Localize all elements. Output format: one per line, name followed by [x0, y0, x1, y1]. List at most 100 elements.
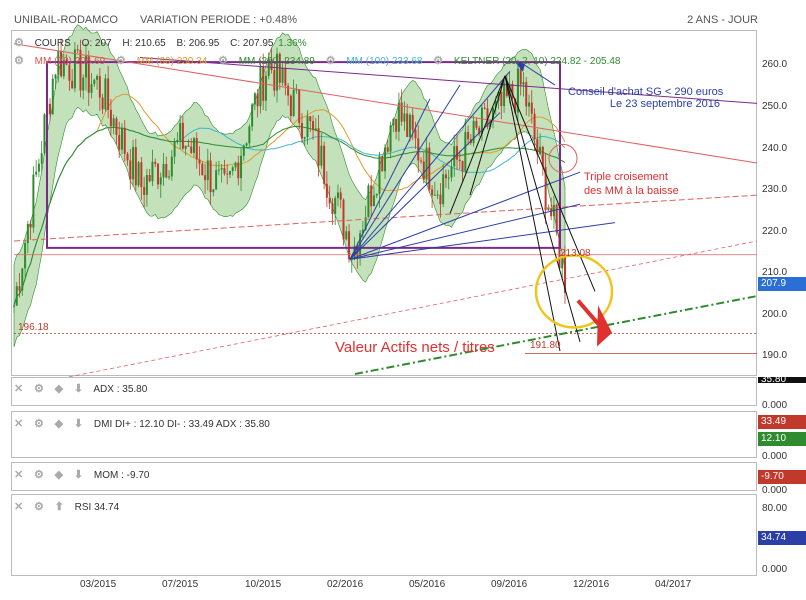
gear-icon[interactable]: ⚙	[325, 55, 336, 67]
dmi-label: DMI DI+ : 12.10 DI- : 33.49 ADX : 35.80	[93, 419, 270, 430]
y-tick: 210.0	[762, 267, 788, 278]
candle-body	[259, 65, 262, 107]
candle-body	[550, 208, 553, 217]
close-icon[interactable]: ✕	[14, 383, 24, 395]
candle-body	[555, 204, 558, 233]
symbol-title: UNIBAIL-RODAMCO	[14, 14, 118, 26]
up-arrow-icon[interactable]: ⬆	[54, 501, 64, 513]
candle-body	[530, 102, 533, 114]
candle-body	[240, 155, 243, 179]
candle-body	[514, 98, 517, 113]
candle-body	[93, 79, 96, 85]
diamond-icon[interactable]: ◆	[54, 418, 64, 430]
dmi-legend: ✕ ⚙ ◆ ⬇ DMI DI+ : 12.10 DI- : 33.49 ADX …	[14, 417, 278, 430]
candle-body	[450, 166, 453, 178]
candle-body	[223, 168, 226, 174]
candle-body	[184, 145, 187, 149]
rsi-badge: 34.74	[758, 531, 806, 545]
candle-body	[273, 69, 276, 91]
candle-body	[87, 55, 90, 93]
candle-body	[187, 145, 190, 147]
x-tick: 09/2016	[491, 579, 528, 590]
mom-legend: ✕ ⚙ ◆ ⬇ MOM : -9.70	[14, 468, 157, 481]
candle-body	[384, 147, 387, 172]
candle-body	[408, 114, 411, 137]
candle-body	[420, 160, 423, 162]
close-icon[interactable]: ✕	[14, 418, 24, 430]
chart-header: UNIBAIL-RODAMCO VARIATION PERIODE : +0.4…	[0, 0, 806, 30]
candle-body	[206, 160, 209, 181]
candle-body	[461, 161, 464, 172]
dmi-minus-badge: 33.49	[758, 415, 806, 429]
candle-body	[98, 76, 101, 98]
gear-icon[interactable]: ⚙	[34, 383, 44, 395]
mm100-label: MM (100) 233.68	[346, 56, 423, 67]
candle-body	[306, 116, 309, 138]
candle-body	[480, 107, 483, 135]
period-label[interactable]: 2 ANS - JOUR	[687, 14, 758, 26]
gear-icon[interactable]: ⚙	[34, 501, 44, 513]
candle-body	[104, 78, 107, 110]
candle-body	[539, 146, 542, 155]
triple-annotation: Triple croisement	[584, 171, 668, 183]
close-icon[interactable]: ✕	[14, 501, 24, 513]
level-19618-label: 196.18	[18, 322, 49, 333]
candle-body	[372, 195, 375, 207]
diamond-icon[interactable]: ◆	[54, 469, 64, 481]
candle-body	[403, 113, 406, 122]
candle-body	[251, 104, 254, 127]
down-arrow-icon[interactable]: ⬇	[73, 383, 84, 395]
candle-body	[60, 50, 63, 77]
gear-icon[interactable]: ⚙	[433, 55, 444, 67]
candle-body	[541, 146, 544, 167]
y-tick: 200.0	[762, 309, 788, 320]
y-tick: 240.0	[762, 143, 788, 154]
candle-body	[528, 102, 531, 107]
candle-body	[364, 217, 367, 230]
candle-body	[492, 107, 495, 121]
mm60-label: MM (60) 230.34	[136, 56, 208, 67]
blue-fan-line	[349, 222, 616, 260]
candle-body	[334, 198, 337, 215]
green-dashdot-line	[354, 295, 758, 375]
down-arrow-icon[interactable]: ⬇	[73, 469, 84, 481]
diamond-icon[interactable]: ◆	[54, 383, 64, 395]
mom-zero: 0.000	[762, 485, 788, 496]
candle-body	[486, 108, 489, 127]
candle-body	[176, 140, 179, 142]
gear-icon[interactable]: ⚙	[218, 55, 228, 67]
candle-body	[234, 162, 237, 168]
settings-icon[interactable]: ⚙	[14, 37, 24, 49]
candle-body	[414, 129, 417, 139]
blue-fan-line	[349, 70, 511, 260]
candle-body	[123, 127, 126, 154]
down-arrow-icon[interactable]: ⬇	[73, 418, 84, 430]
candle-body	[406, 113, 409, 137]
candle-body	[456, 146, 459, 160]
candle-body	[503, 82, 506, 107]
black-fan-line	[449, 75, 506, 214]
candle-body	[220, 168, 223, 170]
mom-label: MOM : -9.70	[93, 470, 150, 481]
close-icon[interactable]: ✕	[14, 469, 24, 481]
candle-body	[145, 175, 148, 195]
range-rectangle	[46, 61, 561, 249]
last-price-badge: 207.9	[758, 277, 806, 291]
gear-icon[interactable]: ⚙	[116, 55, 126, 67]
gear-icon[interactable]: ⚙	[34, 469, 44, 481]
candle-body	[165, 164, 168, 178]
y-tick: 230.0	[762, 184, 788, 195]
rsi-zero: 0.000	[762, 564, 788, 575]
conseil-date-annotation: Le 23 septembre 2016	[610, 98, 720, 110]
candle-body	[323, 145, 326, 184]
gear-icon[interactable]: ⚙	[34, 418, 44, 430]
candle-body	[73, 49, 76, 89]
blue-fan-line	[349, 98, 431, 260]
candle-body	[118, 134, 121, 150]
candle-body	[101, 97, 104, 110]
candle-body	[467, 131, 470, 140]
gear-icon[interactable]: ⚙	[14, 55, 24, 67]
open-value: O: 207	[81, 38, 112, 49]
candle-body	[444, 174, 447, 179]
candle-body	[264, 75, 267, 101]
